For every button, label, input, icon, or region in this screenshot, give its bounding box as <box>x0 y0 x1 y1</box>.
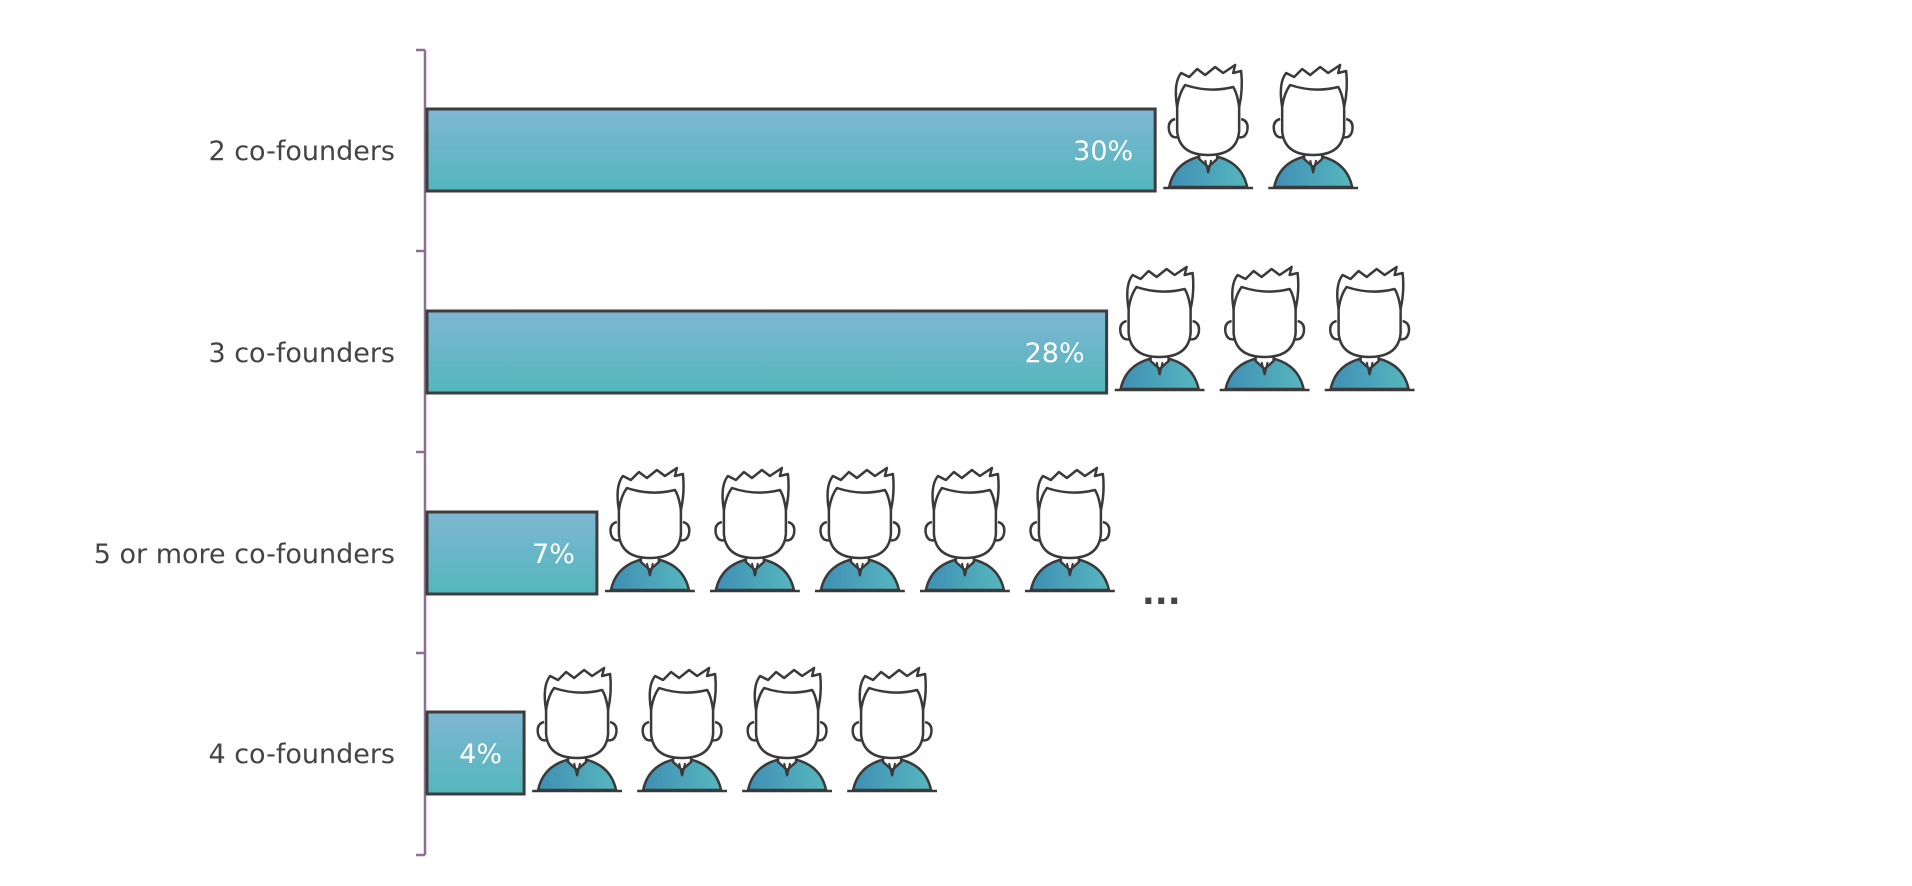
value-label: 30% <box>1073 136 1133 167</box>
person-icon <box>847 666 938 793</box>
bar <box>425 309 1109 395</box>
bar-row: 5 or more co-founders 7%... <box>94 466 1181 613</box>
person-icon <box>919 466 1010 593</box>
bar-row: 4 co-founders 4% <box>208 666 938 796</box>
category-label: 2 co-founders <box>208 136 395 167</box>
bar <box>425 107 1157 193</box>
bar <box>425 710 526 796</box>
value-label: 4% <box>459 739 502 770</box>
category-label: 3 co-founders <box>208 338 395 369</box>
person-icon <box>604 466 695 593</box>
person-icon <box>1324 265 1415 392</box>
person-icon <box>742 666 833 793</box>
person-icon <box>637 666 728 793</box>
person-icon <box>1024 466 1115 593</box>
person-icon <box>1268 63 1359 190</box>
person-icon <box>709 466 800 593</box>
person-icon <box>1219 265 1310 392</box>
person-icon <box>532 666 623 793</box>
value-label: 28% <box>1025 338 1085 369</box>
bar <box>425 510 599 596</box>
person-icon <box>814 466 905 593</box>
category-label: 4 co-founders <box>208 739 395 770</box>
value-label: 7% <box>532 539 575 570</box>
overflow-ellipsis: ... <box>1142 573 1181 613</box>
person-icon <box>1163 63 1254 190</box>
category-label: 5 or more co-founders <box>94 539 395 570</box>
person-icon <box>1114 265 1205 392</box>
bar-row: 2 co-founders 30% <box>208 63 1359 193</box>
bar-row: 3 co-founders 28% <box>208 265 1415 395</box>
